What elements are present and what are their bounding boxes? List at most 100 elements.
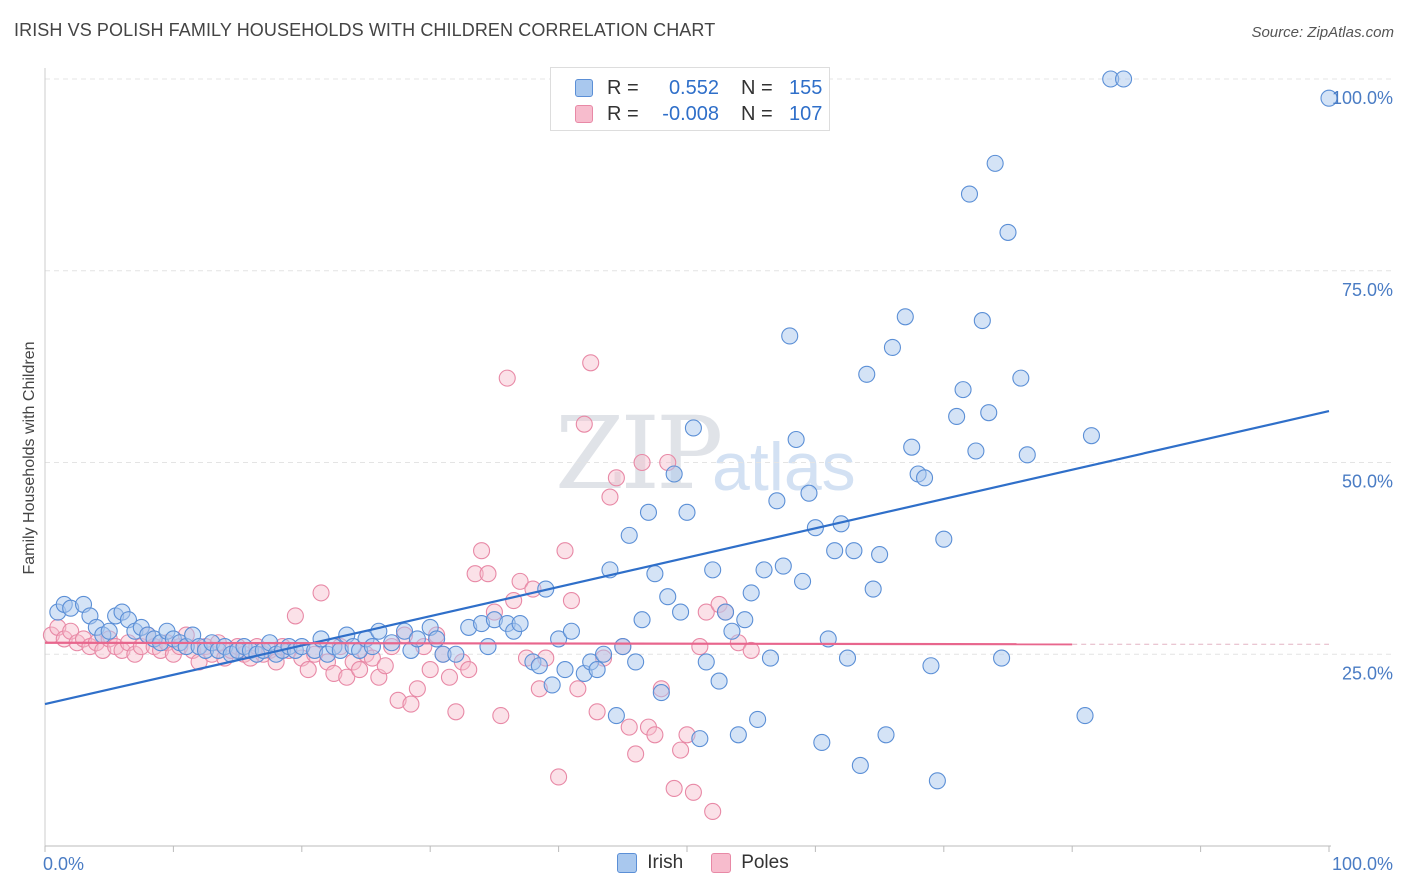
poles-point xyxy=(665,779,683,798)
irish-point xyxy=(800,484,818,502)
x-tick-label-min: 0.0% xyxy=(43,854,84,874)
irish-point xyxy=(915,469,934,487)
irish-point xyxy=(363,638,381,656)
poles-point xyxy=(498,369,516,387)
poles-point xyxy=(447,703,465,721)
irish-point xyxy=(652,684,670,702)
irish-point xyxy=(627,653,645,671)
irish-point xyxy=(428,630,446,648)
poles-trend-line xyxy=(44,641,1073,646)
poles-point xyxy=(582,354,600,372)
irish-point xyxy=(845,542,863,560)
poles-point xyxy=(620,718,638,736)
poles-point xyxy=(562,592,580,610)
irish-point xyxy=(883,338,901,357)
irish-point xyxy=(691,730,709,748)
poles-point xyxy=(646,726,664,744)
irish-point xyxy=(588,661,606,679)
irish-point xyxy=(1076,707,1094,725)
irish-point xyxy=(794,572,812,590)
irish-point xyxy=(736,611,754,629)
irish-point xyxy=(973,312,991,330)
irish-point xyxy=(729,726,747,744)
irish-point xyxy=(980,404,998,422)
irish-point xyxy=(620,526,638,544)
irish-point xyxy=(761,649,780,667)
irish-point xyxy=(742,584,760,602)
irish-point xyxy=(710,672,728,690)
irish-point xyxy=(556,661,574,679)
irish-point xyxy=(665,465,683,483)
irish-point xyxy=(1320,89,1338,107)
poles-point xyxy=(601,488,619,506)
legend-item-irish[interactable]: Irish xyxy=(617,852,683,874)
poles-point xyxy=(389,691,407,709)
irish-point xyxy=(704,561,722,579)
legend-item-poles[interactable]: Poles xyxy=(711,852,789,874)
irish-point xyxy=(447,645,465,663)
poles-point xyxy=(421,661,439,679)
irish-point xyxy=(511,615,529,633)
irish-point xyxy=(928,772,946,790)
legend-row-poles: R = -0.008 N = 107 xyxy=(575,102,822,126)
irish-point xyxy=(684,419,702,437)
poles-swatch-icon xyxy=(575,105,593,123)
poles-point xyxy=(376,657,394,675)
irish-point xyxy=(1012,369,1030,387)
irish-n-label: N = xyxy=(741,76,773,99)
poles-point xyxy=(408,680,426,698)
legend-row-irish: R = 0.552 N = 155 xyxy=(575,76,822,100)
axes xyxy=(44,68,1331,852)
irish-r-value: 0.552 xyxy=(668,76,719,99)
irish-point xyxy=(479,638,497,656)
poles-point xyxy=(299,661,317,679)
irish-point xyxy=(749,710,767,728)
irish-point xyxy=(1018,446,1036,464)
irish-point xyxy=(614,638,632,656)
irish-point xyxy=(935,530,953,548)
poles-n-value: 107 xyxy=(789,102,823,125)
irish-point xyxy=(922,657,940,675)
y-tick-label: 50.0% xyxy=(1342,472,1393,492)
poles-point xyxy=(691,638,709,656)
irish-point xyxy=(755,561,773,579)
poles-r-value: -0.008 xyxy=(662,102,719,125)
irish-point xyxy=(530,657,548,675)
irish-n-value: 155 xyxy=(789,76,823,99)
poles-point xyxy=(697,603,715,621)
x-tick-label-max: 100.0% xyxy=(1332,854,1393,874)
poles-points xyxy=(42,354,760,821)
irish-point xyxy=(858,365,876,383)
trend-lines xyxy=(44,410,1330,706)
irish-point xyxy=(954,381,972,399)
poles-point xyxy=(312,584,330,602)
irish-point xyxy=(877,726,895,744)
irish-point xyxy=(903,438,921,456)
poles-point xyxy=(607,469,625,487)
irish-point xyxy=(781,327,799,345)
irish-legend-swatch-icon xyxy=(617,853,638,873)
watermark-zip: ZIP xyxy=(555,395,723,512)
poles-point xyxy=(479,565,497,583)
chart-title: IRISH VS POLISH FAMILY HOUSEHOLDS WITH C… xyxy=(14,20,716,40)
irish-point xyxy=(774,557,792,575)
irish-point xyxy=(896,308,914,326)
poles-point xyxy=(473,542,491,560)
poles-point xyxy=(286,607,304,625)
irish-point xyxy=(659,588,677,606)
poles-point xyxy=(684,783,702,801)
correlation-legend: R = 0.552 N = 155 R = -0.008 N = 107 xyxy=(550,67,830,131)
irish-point xyxy=(838,649,857,667)
irish-trend-line xyxy=(44,410,1330,706)
irish-point xyxy=(594,645,613,663)
y-tick-label: 100.0% xyxy=(1332,88,1393,108)
y-tick-label: 25.0% xyxy=(1342,663,1393,683)
source-label: Source: ZipAtlas.com xyxy=(1251,24,1394,41)
irish-point xyxy=(408,630,426,648)
irish-point xyxy=(543,676,561,694)
legend-poles-label: Poles xyxy=(741,852,789,873)
poles-point xyxy=(550,768,568,786)
irish-point xyxy=(633,611,651,629)
poles-point xyxy=(672,741,690,759)
